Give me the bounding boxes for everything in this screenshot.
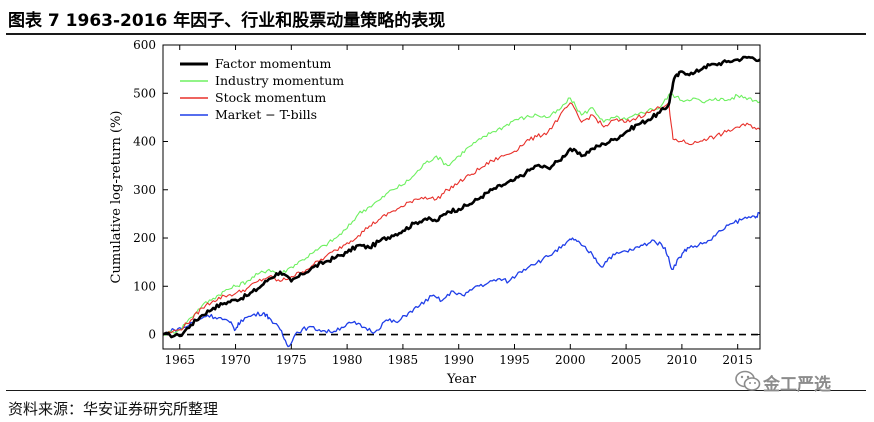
y-tick-label: 600 [133,38,156,52]
watermark: 金工严选 [735,369,855,395]
x-tick-label: 2015 [722,353,753,367]
top-rule [6,33,866,35]
x-axis-label: Year [446,372,477,387]
x-tick-label: 1980 [332,353,363,367]
source-note: 资料来源：华安证券研究所整理 [8,400,219,418]
legend: Factor momentum Industry momentum Stock mo… [180,56,344,122]
axes: 1965 1970 1975 1980 1985 1990 1995 2000 2005 2010… [133,38,760,367]
y-tick-label: 0 [148,328,156,342]
y-tick-label: 100 [133,279,156,293]
x-tick-label: 2000 [555,353,586,367]
figure-title: 图表 7 1963-2016 年因子、行业和股票动量策略的表现 [8,11,446,31]
x-tick-label: 1965 [164,353,195,367]
y-tick-label: 300 [133,183,156,197]
x-tick-label: 1990 [443,353,474,367]
series-line-3 [162,211,761,348]
x-tick-label: 2005 [611,353,642,367]
y-tick-label: 500 [133,86,156,100]
x-tick-label: 1985 [388,353,419,367]
bottom-rule [6,390,866,391]
y-tick-label: 400 [133,135,156,149]
watermark-text: 金工严选 [763,375,831,395]
x-tick-label: 1975 [276,353,307,367]
y-axis-label: Cumulative log-return (%) [109,111,124,284]
series-line-2 [162,102,761,336]
y-tick-label: 200 [133,231,156,245]
wechat-logo-icon [735,370,761,391]
series-line-0 [162,55,761,339]
x-tick-label: 1995 [499,353,530,367]
series-line-1 [162,92,761,336]
x-tick-label: 2010 [667,353,698,367]
legend-label: Factor momentum [215,56,332,71]
legend-label: Stock momentum [215,90,326,105]
plot-frame [162,44,761,350]
series-layer [162,55,761,348]
x-tick-label: 1970 [220,353,251,367]
legend-label: Industry momentum [215,73,344,88]
legend-label: Market − T-bills [215,107,317,122]
